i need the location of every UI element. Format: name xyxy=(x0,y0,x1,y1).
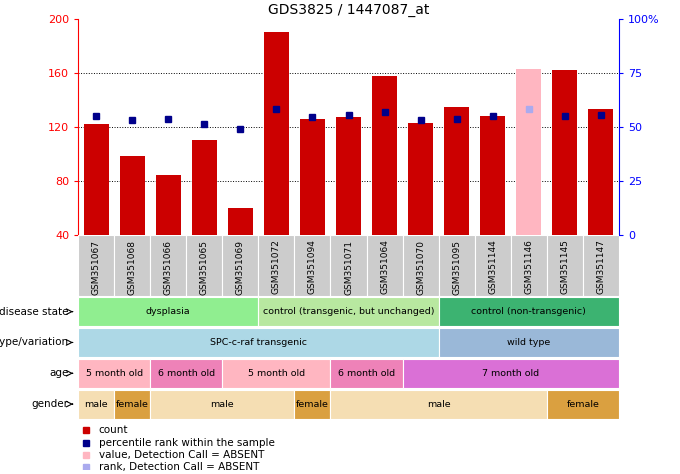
Bar xyxy=(480,116,505,235)
Text: age: age xyxy=(50,368,69,378)
Text: 6 month old: 6 month old xyxy=(158,369,215,378)
Bar xyxy=(330,235,367,296)
Bar xyxy=(511,235,547,296)
Text: 5 month old: 5 month old xyxy=(248,369,305,378)
Bar xyxy=(294,390,330,419)
Bar xyxy=(439,328,619,357)
Bar xyxy=(150,390,294,419)
Bar xyxy=(78,328,439,357)
Text: GSM351064: GSM351064 xyxy=(380,239,389,294)
Bar xyxy=(120,156,145,235)
Bar xyxy=(186,235,222,296)
Bar xyxy=(222,359,330,388)
Bar xyxy=(222,235,258,296)
Text: GSM351066: GSM351066 xyxy=(164,239,173,294)
Text: male: male xyxy=(211,400,234,409)
Bar xyxy=(439,297,619,326)
Text: genotype/variation: genotype/variation xyxy=(0,337,69,347)
Bar xyxy=(156,175,181,235)
Bar xyxy=(78,359,150,388)
Text: GSM351065: GSM351065 xyxy=(200,239,209,294)
Bar xyxy=(516,69,541,235)
Text: GSM351145: GSM351145 xyxy=(560,239,569,294)
Bar xyxy=(192,140,217,235)
Bar xyxy=(78,297,258,326)
Bar xyxy=(330,390,547,419)
Bar xyxy=(264,32,289,235)
Bar xyxy=(150,359,222,388)
Bar xyxy=(228,208,253,235)
Text: GSM351069: GSM351069 xyxy=(236,239,245,294)
Bar xyxy=(330,359,403,388)
Text: disease state: disease state xyxy=(0,307,69,317)
Text: percentile rank within the sample: percentile rank within the sample xyxy=(99,438,275,448)
Bar xyxy=(403,359,619,388)
Bar xyxy=(547,390,619,419)
Text: GSM351068: GSM351068 xyxy=(128,239,137,294)
Bar xyxy=(150,235,186,296)
Text: GSM351146: GSM351146 xyxy=(524,239,533,294)
Bar xyxy=(475,235,511,296)
Bar xyxy=(114,390,150,419)
Text: GSM351067: GSM351067 xyxy=(92,239,101,294)
Text: SPC-c-raf transgenic: SPC-c-raf transgenic xyxy=(210,338,307,347)
Text: value, Detection Call = ABSENT: value, Detection Call = ABSENT xyxy=(99,450,264,460)
Text: count: count xyxy=(99,425,129,436)
Text: control (transgenic, but unchanged): control (transgenic, but unchanged) xyxy=(262,307,435,316)
Text: male: male xyxy=(427,400,450,409)
Bar xyxy=(372,75,397,235)
Text: control (non-transgenic): control (non-transgenic) xyxy=(471,307,586,316)
Bar xyxy=(336,118,361,235)
Bar xyxy=(84,124,109,235)
Text: GSM351070: GSM351070 xyxy=(416,239,425,294)
Title: GDS3825 / 1447087_at: GDS3825 / 1447087_at xyxy=(268,2,429,17)
Text: GSM351094: GSM351094 xyxy=(308,239,317,294)
Bar xyxy=(300,118,325,235)
Text: rank, Detection Call = ABSENT: rank, Detection Call = ABSENT xyxy=(99,462,259,473)
Text: GSM351071: GSM351071 xyxy=(344,239,353,294)
Bar xyxy=(258,235,294,296)
Bar xyxy=(547,235,583,296)
Text: gender: gender xyxy=(32,399,69,409)
Bar xyxy=(583,235,619,296)
Bar xyxy=(294,235,330,296)
Bar xyxy=(403,235,439,296)
Text: 6 month old: 6 month old xyxy=(338,369,395,378)
Text: GSM351072: GSM351072 xyxy=(272,239,281,294)
Bar xyxy=(78,390,114,419)
Text: GSM351147: GSM351147 xyxy=(596,239,605,294)
Bar xyxy=(367,235,403,296)
Bar xyxy=(444,107,469,235)
Bar xyxy=(408,123,433,235)
Bar xyxy=(588,109,613,235)
Text: dysplasia: dysplasia xyxy=(146,307,190,316)
Text: male: male xyxy=(84,400,108,409)
Bar xyxy=(114,235,150,296)
Text: female: female xyxy=(296,400,329,409)
Text: female: female xyxy=(566,400,599,409)
Bar xyxy=(258,297,439,326)
Bar xyxy=(78,235,114,296)
Text: 7 month old: 7 month old xyxy=(482,369,539,378)
Text: wild type: wild type xyxy=(507,338,550,347)
Text: GSM351095: GSM351095 xyxy=(452,239,461,294)
Text: GSM351144: GSM351144 xyxy=(488,239,497,294)
Bar xyxy=(439,235,475,296)
Text: female: female xyxy=(116,400,149,409)
Text: 5 month old: 5 month old xyxy=(86,369,143,378)
Bar xyxy=(552,70,577,235)
